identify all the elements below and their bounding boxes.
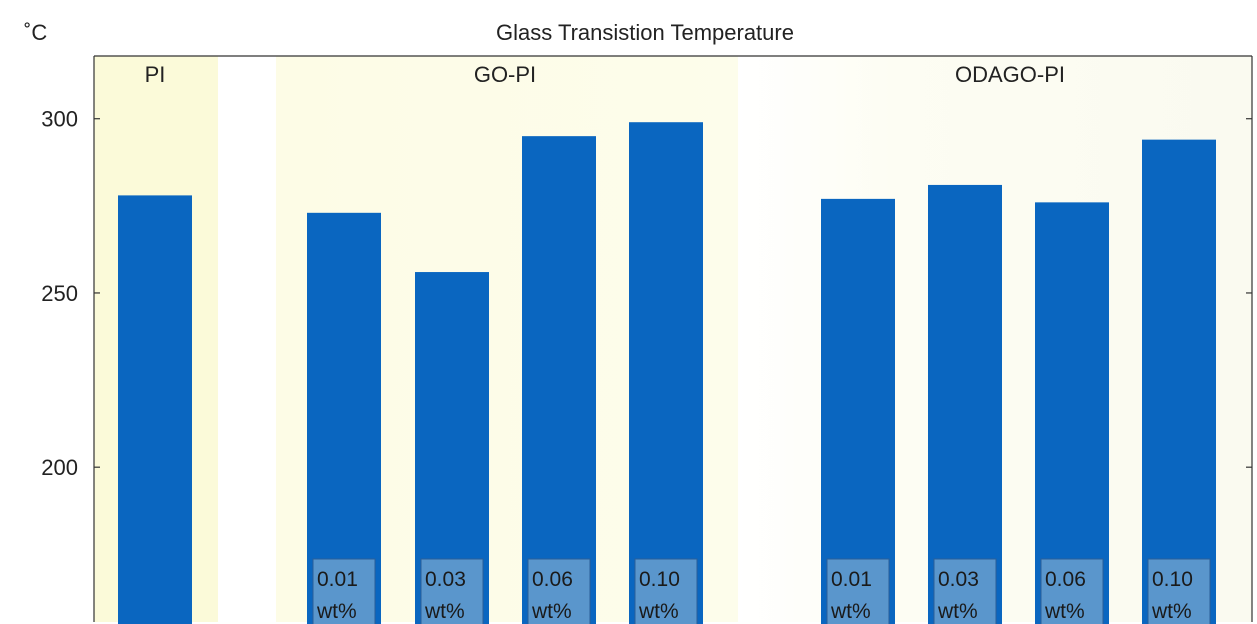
bar-label-box [1040,558,1104,624]
bar-label-value: 0.03 [938,568,979,591]
y-tick-label: 300 [41,107,78,132]
bar-label-value: 0.10 [639,568,680,591]
bar [1142,139,1216,624]
axes [93,55,1253,622]
bar-label-box [933,558,997,624]
bar [522,136,596,624]
y-ticks: 200 250 300 [41,107,1252,480]
bar-label-unit: wt% [937,600,978,623]
bar-label-box [634,558,698,624]
bar [118,195,192,624]
group-label: GO-PI [474,62,536,87]
bar [821,198,895,624]
group-label: ODAGO-PI [955,62,1065,87]
bar-label-box [1147,558,1211,624]
bar-label-box [527,558,591,624]
bar-label-value: 0.01 [831,568,872,591]
bar [307,212,381,624]
bar-label-unit: wt% [1151,600,1192,623]
bar-label-value: 0.03 [425,568,466,591]
bar-label-unit: wt% [638,600,679,623]
chart-title: Glass Transistion Temperature [496,20,794,45]
bar [1035,202,1109,624]
bar-label-box [420,558,484,624]
y-tick-label: 250 [41,281,78,306]
group-label: PI [145,62,166,87]
bar-label-unit: wt% [316,600,357,623]
bar [629,122,703,624]
bar-label-unit: wt% [424,600,465,623]
bar-labels: 0.01 wt% 0.03 wt% 0.06 wt% 0.10 wt% 0.01 wt% 0.03 w… [312,558,1211,624]
bar-label-unit: wt% [1044,600,1085,623]
bar [928,184,1002,624]
bar-label-value: 0.01 [317,568,358,591]
bar-label-box [826,558,890,624]
group-labels: PI GO-PI ODAGO-PI [145,62,1065,87]
bar-label-value: 0.06 [1045,568,1086,591]
y-tick-label: 200 [41,455,78,480]
bar-label-value: 0.06 [532,568,573,591]
bar-label-value: 0.10 [1152,568,1193,591]
bar-label-unit: wt% [531,600,572,623]
y-axis-label: ˚C [24,20,47,45]
bar-label-box [312,558,376,624]
bar-label-unit: wt% [830,600,871,623]
